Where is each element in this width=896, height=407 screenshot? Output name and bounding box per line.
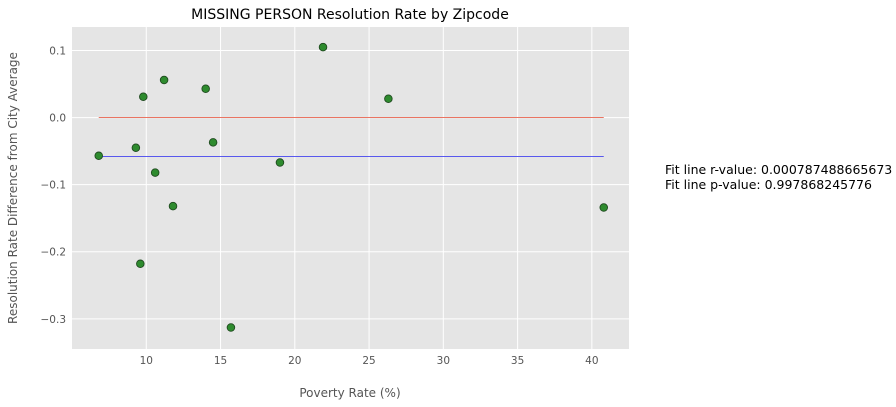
- data-point: [150, 168, 160, 177]
- data-point: [131, 143, 141, 152]
- x-tick-label: 25: [362, 355, 375, 367]
- data-point: [275, 158, 285, 167]
- data-point: [599, 203, 608, 212]
- y-tick-label: −0.3: [41, 314, 67, 326]
- r-value-annotation: Fit line r-value: 0.000787488665673: [665, 162, 893, 177]
- y-tick-label: 0.0: [49, 113, 66, 125]
- data-point: [168, 201, 178, 211]
- y-tick-label: −0.2: [41, 247, 67, 259]
- data-point: [139, 92, 148, 102]
- data-point: [94, 151, 103, 161]
- y-tick-labels: −0.3 −0.2 −0.1 0.0 0.1: [41, 45, 67, 325]
- x-tick-labels: 10 15 20 25 30 35 40: [140, 355, 599, 367]
- plot-background: [72, 27, 629, 349]
- data-points: [94, 42, 608, 332]
- data-point: [201, 84, 210, 93]
- fit-lines: [98, 117, 604, 157]
- x-tick-label: 40: [585, 355, 598, 367]
- data-point: [208, 138, 218, 147]
- y-tick-label: −0.1: [41, 180, 67, 192]
- data-point: [226, 323, 236, 332]
- x-tick-label: 15: [214, 355, 227, 367]
- y-axis-label: Resolution Rate Difference from City Ave…: [6, 52, 20, 324]
- data-point: [136, 259, 145, 269]
- data-point: [159, 75, 169, 85]
- y-tick-label: 0.1: [49, 45, 66, 57]
- chart-title: MISSING PERSON Resolution Rate by Zipcod…: [191, 7, 509, 23]
- data-point: [318, 42, 328, 52]
- x-tick-label: 35: [511, 355, 524, 367]
- data-point: [384, 94, 393, 104]
- x-axis-label: Poverty Rate (%): [299, 386, 400, 400]
- x-tick-label: 10: [140, 355, 153, 367]
- x-tick-label: 20: [288, 355, 301, 367]
- x-tick-label: 30: [437, 355, 450, 367]
- p-value-annotation: Fit line p-value: 0.997868245776: [665, 177, 872, 192]
